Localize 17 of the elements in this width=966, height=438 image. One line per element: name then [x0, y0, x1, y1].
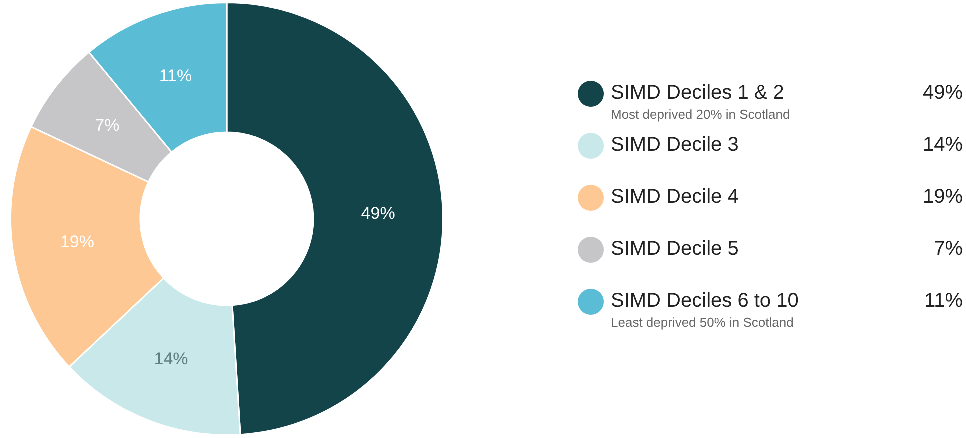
- legend-label: SIMD Decile 5: [611, 238, 739, 261]
- data-label: 7%: [95, 116, 120, 135]
- text: 7%: [934, 238, 963, 260]
- legend-label: SIMD Deciles 1 & 2: [611, 82, 784, 105]
- text: 11%: [924, 290, 963, 312]
- data-label: 14%: [154, 349, 188, 368]
- data-label: 49%: [361, 204, 396, 223]
- legend-label: SIMD Deciles 6 to 10: [611, 290, 799, 313]
- legend-label: SIMD Decile 4: [611, 186, 739, 209]
- data-label: 11%: [159, 66, 192, 86]
- text: Most deprived 20% in Scotland: [611, 107, 790, 122]
- text: 49%: [922, 82, 963, 104]
- text: 14%: [922, 134, 963, 156]
- text: Least deprived 50% in Scotland: [611, 315, 794, 330]
- data-label: 19%: [60, 232, 95, 252]
- text: 19%: [922, 186, 963, 208]
- legend-label: SIMD Decile 3: [611, 134, 739, 157]
